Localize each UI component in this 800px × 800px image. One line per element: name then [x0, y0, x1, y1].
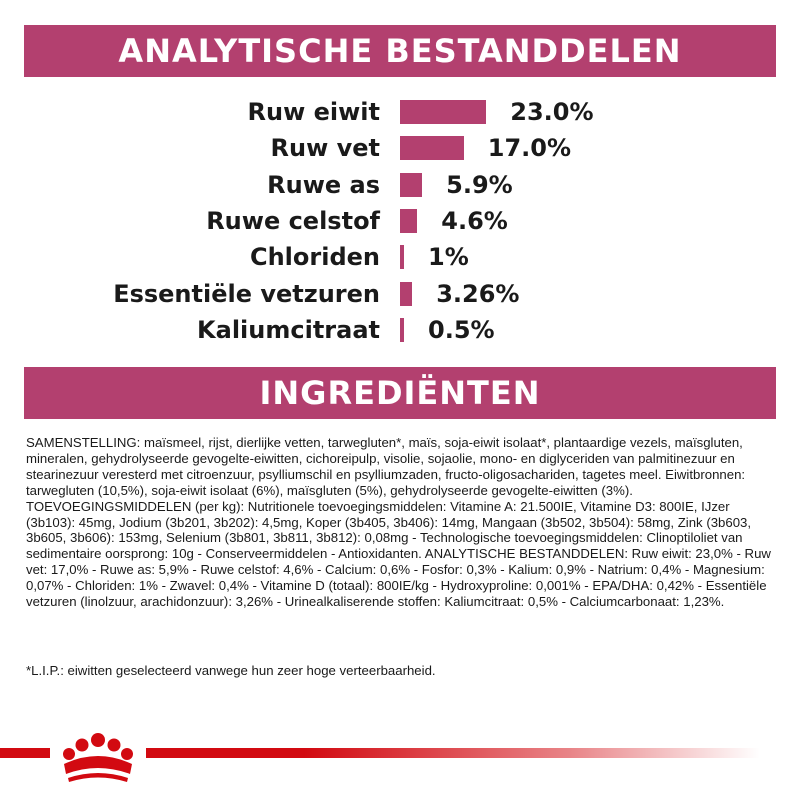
analytic-row-bar [400, 317, 404, 342]
analytic-row: Essentiële vetzuren 3.26% [0, 276, 800, 312]
analytic-row-label: Ruwe as [267, 170, 380, 199]
analytic-row-value: 23.0% [510, 98, 594, 126]
ingredients-footnote: *L.I.P.: eiwitten geselecteerd vanwege h… [26, 663, 436, 678]
analytic-row: Ruw vet 17.0% [0, 130, 800, 166]
analytic-row-value: 0.5% [428, 315, 495, 344]
analytic-row-label: Kaliumcitraat [197, 315, 380, 344]
analytic-row-bar [400, 172, 423, 197]
ingredients-title-text: INGREDIËNTEN [259, 374, 541, 412]
analytic-row-bar [400, 281, 413, 306]
analytic-row-bar [400, 100, 487, 124]
analytic-row: Ruwe as 5.9% [0, 167, 800, 203]
analytic-row-label: Ruw vet [270, 134, 381, 163]
crown-icon [50, 726, 146, 786]
analytic-row: Chloriden 1% [0, 239, 800, 275]
analytic-row: Kaliumcitraat 0.5% [0, 312, 800, 348]
analytic-row-bar [400, 245, 404, 270]
analytic-row: Ruwe celstof 4.6% [0, 203, 800, 239]
analytic-row-label: Ruw eiwit [247, 98, 380, 126]
analytic-row-value: 3.26% [436, 279, 520, 308]
analytic-row-value: 17.0% [487, 134, 572, 163]
analytic-row-value: 1% [428, 243, 469, 272]
analytic-row-label: Ruwe celstof [206, 206, 380, 235]
ingredients-composition-text: SAMENSTELLING: maïsmeel, rijst, dierlijk… [26, 435, 771, 610]
analytic-row: Ruw eiwit 23.0% [0, 94, 800, 130]
analytic-section-title: ANALYTISCHE BESTANDDELEN [24, 25, 776, 77]
brand-divider-line [0, 748, 760, 758]
analytic-row-bar [400, 208, 418, 233]
analytic-row-value: 5.9% [446, 170, 513, 199]
analytic-row-label: Essentiële vetzuren [113, 279, 380, 308]
analytic-row-value: 4.6% [441, 206, 508, 235]
analytic-row-bar [400, 136, 464, 161]
ingredients-section-title: INGREDIËNTEN [24, 367, 776, 419]
analytic-title-text: ANALYTISCHE BESTANDDELEN [118, 32, 682, 70]
analytic-row-label: Chloriden [249, 243, 380, 272]
